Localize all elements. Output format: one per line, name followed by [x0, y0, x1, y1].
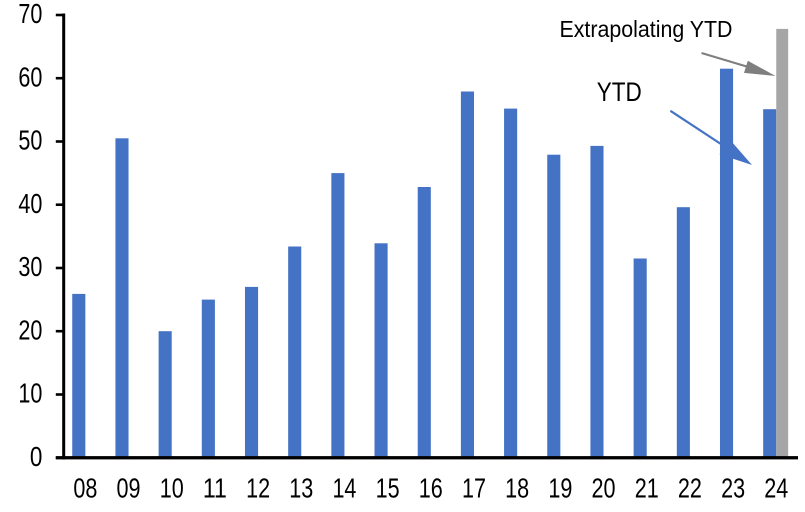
svg-text:YTD: YTD: [597, 77, 642, 107]
svg-text:20: 20: [592, 472, 616, 503]
svg-text:70: 70: [18, 0, 42, 29]
svg-text:17: 17: [462, 472, 486, 503]
svg-text:24: 24: [764, 472, 788, 503]
svg-text:14: 14: [332, 472, 356, 503]
svg-text:11: 11: [203, 472, 227, 503]
svg-text:09: 09: [117, 472, 141, 503]
svg-text:50: 50: [18, 125, 42, 156]
svg-text:22: 22: [678, 472, 702, 503]
svg-text:23: 23: [721, 472, 745, 503]
svg-text:13: 13: [289, 472, 313, 503]
svg-text:0: 0: [30, 441, 43, 472]
svg-text:08: 08: [73, 472, 97, 503]
svg-text:19: 19: [548, 472, 572, 503]
svg-text:10: 10: [160, 472, 184, 503]
svg-text:12: 12: [246, 472, 270, 503]
svg-text:16: 16: [419, 472, 443, 503]
svg-text:20: 20: [18, 314, 42, 345]
svg-text:15: 15: [376, 472, 400, 503]
svg-text:40: 40: [18, 188, 42, 219]
svg-text:21: 21: [635, 472, 659, 503]
svg-text:60: 60: [18, 61, 42, 92]
svg-text:30: 30: [18, 251, 42, 282]
svg-text:18: 18: [505, 472, 529, 503]
svg-text:Extrapolating YTD: Extrapolating YTD: [560, 16, 733, 42]
svg-text:10: 10: [18, 378, 42, 409]
